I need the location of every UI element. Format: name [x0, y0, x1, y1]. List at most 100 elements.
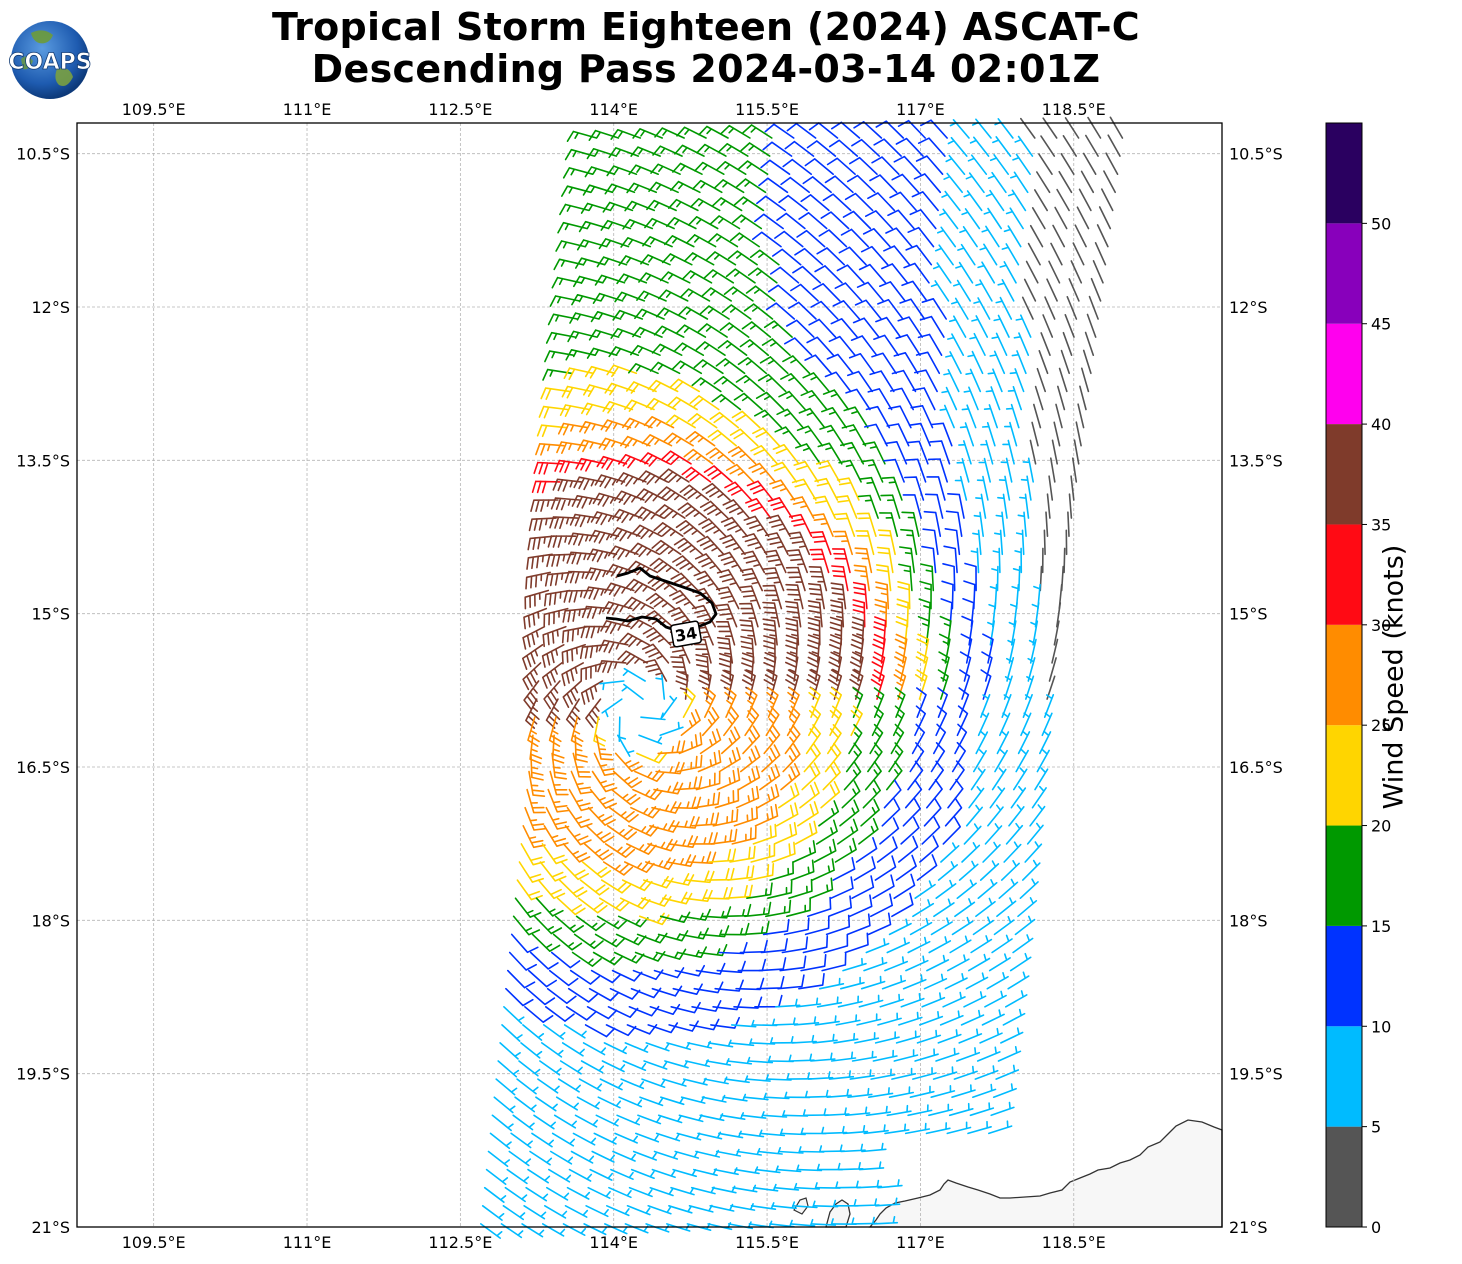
wind-barb: [763, 320, 793, 338]
wind-barb: [856, 512, 877, 537]
wind-barb: [503, 1006, 525, 1025]
wind-barb: [763, 635, 776, 664]
wind-barb: [744, 705, 760, 737]
wind-barb: [533, 915, 563, 935]
wind-barb: [617, 734, 635, 757]
wind-barb: [991, 767, 1007, 791]
wind-barb: [646, 199, 677, 212]
wind-barb: [649, 557, 680, 574]
wind-barb: [1001, 243, 1020, 266]
wind-barb: [525, 698, 540, 729]
wind-barb: [699, 500, 729, 519]
colorbar-bin: [1326, 1126, 1362, 1227]
wind-barb: [949, 760, 965, 791]
colorbar-tick-label: 25: [1371, 716, 1391, 735]
wind-barb: [598, 897, 630, 912]
wind-barb: [804, 158, 834, 175]
wind-barb: [969, 332, 986, 356]
wind-barb: [801, 1126, 827, 1135]
wind-barb: [879, 281, 906, 302]
wind-barb: [547, 535, 577, 548]
wind-barb: [933, 723, 947, 755]
wind-barb: [1050, 242, 1063, 266]
wind-barb: [893, 352, 919, 375]
wind-barb: [693, 570, 721, 592]
wind-barb: [563, 1024, 587, 1039]
wind-barb: [864, 423, 888, 447]
wind-barb: [970, 935, 993, 954]
wind-barb: [507, 969, 536, 989]
wind-barb: [562, 167, 594, 179]
wind-barb: [678, 732, 703, 755]
wind-barb: [904, 779, 923, 809]
wind-barb: [675, 324, 707, 338]
wind-barb: [763, 669, 778, 700]
wind-barb: [734, 196, 765, 212]
wind-barb: [756, 976, 785, 990]
wind-barb: [626, 1205, 651, 1216]
wind-barb: [764, 123, 795, 139]
wind-barb: [767, 284, 798, 302]
wind-barb: [943, 172, 963, 194]
wind-barb: [849, 669, 864, 700]
wind-barb: [898, 1011, 923, 1026]
wind-barb: [969, 136, 990, 157]
wind-barb: [897, 316, 923, 338]
wind-barb: [872, 1216, 899, 1225]
wind-barb: [979, 243, 998, 266]
wind-barb: [604, 1223, 628, 1235]
wind-barb: [627, 560, 659, 576]
wind-barb: [531, 480, 561, 494]
wind-barb: [625, 578, 656, 594]
wind-barb: [858, 817, 879, 845]
wind-barb: [791, 478, 817, 501]
wind-barb: [554, 459, 585, 474]
wind-barb: [824, 371, 852, 393]
wind-barb: [650, 163, 681, 175]
wind-barb: [716, 636, 734, 664]
wind-barb: [598, 639, 629, 654]
wind-barb: [764, 532, 789, 556]
wind-barb: [691, 377, 722, 393]
wind-barb: [912, 387, 936, 411]
wind-barb: [867, 192, 896, 212]
wind-barb: [582, 184, 614, 196]
wind-barb: [575, 257, 606, 269]
wind-barb: [1029, 439, 1037, 465]
wind-barb: [632, 128, 663, 139]
wind-barb: [947, 333, 965, 356]
wind-barb: [535, 897, 564, 917]
wind-barb: [546, 553, 575, 568]
wind-barb: [865, 938, 890, 954]
wind-barb: [1033, 403, 1042, 429]
colorbar-bin: [1326, 725, 1362, 826]
wind-barb: [814, 477, 839, 501]
colorbar-tick-label: 50: [1371, 214, 1391, 233]
wind-barb: [527, 1168, 551, 1184]
wind-barb: [996, 730, 1010, 755]
wind-barb: [830, 876, 854, 899]
wind-barb: [945, 154, 966, 175]
wind-barb: [712, 197, 743, 212]
wind-barb: [782, 743, 801, 773]
wind-barb: [495, 1078, 518, 1096]
wind-barb: [754, 994, 783, 1008]
wind-barb: [1005, 207, 1024, 230]
wind-barb: [852, 599, 866, 628]
wind-barb: [984, 990, 1007, 1008]
wind-barb: [828, 1070, 855, 1080]
wind-barb: [967, 350, 984, 375]
wind-barb: [638, 734, 663, 745]
wind-barb: [865, 405, 891, 429]
wind-barb: [762, 618, 778, 646]
wind-barb: [802, 372, 830, 393]
wind-barb: [895, 1030, 921, 1044]
wind-barb: [943, 369, 960, 393]
wind-barb: [939, 615, 952, 646]
wind-barb: [1038, 153, 1053, 175]
wind-barb: [774, 230, 804, 248]
wind-barb: [938, 651, 950, 682]
wind-barb: [630, 987, 662, 999]
wind-barb: [1048, 475, 1054, 501]
wind-barb: [809, 548, 830, 574]
